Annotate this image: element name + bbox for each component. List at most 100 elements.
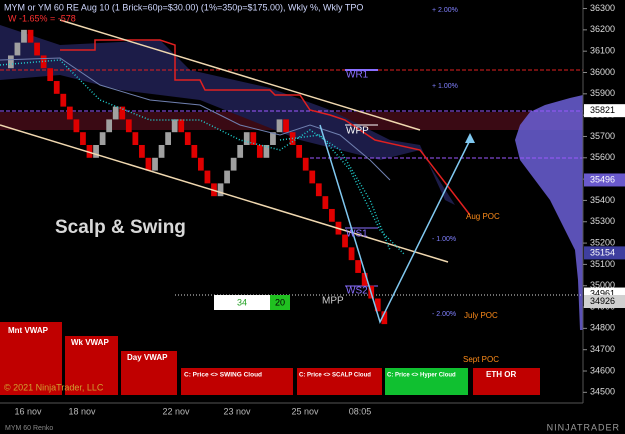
percent-label: + 2.00% bbox=[432, 7, 458, 14]
renko-brick bbox=[315, 183, 322, 197]
price-flag-label: 35154 bbox=[590, 247, 615, 257]
price-flag-label: 34926 bbox=[590, 296, 615, 306]
renko-brick bbox=[171, 119, 178, 133]
poc-label: July POC bbox=[464, 311, 498, 320]
button[interactable] bbox=[121, 351, 177, 395]
button[interactable] bbox=[473, 368, 540, 395]
button[interactable] bbox=[65, 336, 118, 395]
renko-brick bbox=[112, 106, 119, 120]
renko-brick bbox=[270, 132, 276, 145]
button[interactable] bbox=[0, 322, 62, 395]
renko-brick bbox=[342, 234, 348, 248]
renko-brick bbox=[14, 42, 21, 56]
arrow-head bbox=[465, 133, 475, 143]
moving-average bbox=[279, 134, 406, 256]
button[interactable] bbox=[385, 368, 468, 395]
price-tick-label: 36100 bbox=[590, 46, 615, 56]
renko-brick bbox=[125, 119, 132, 133]
projection-arrow bbox=[319, 124, 471, 325]
time-axis bbox=[0, 403, 583, 434]
price-flag-label: 35821 bbox=[590, 105, 615, 115]
level-label: WR1 bbox=[346, 70, 369, 81]
renko-brick bbox=[204, 170, 211, 184]
cloud-edge bbox=[60, 39, 471, 216]
renko-brick bbox=[198, 157, 204, 171]
renko-brick bbox=[27, 29, 34, 43]
renko-brick bbox=[119, 106, 126, 120]
renko-brick bbox=[73, 119, 80, 133]
price-tick-label: 36200 bbox=[590, 24, 615, 34]
renko-brick bbox=[230, 157, 237, 171]
price-flag bbox=[584, 295, 625, 309]
renko-brick bbox=[152, 157, 158, 171]
price-tick-label: 36000 bbox=[590, 67, 615, 77]
price-tick-label: 35400 bbox=[590, 195, 615, 205]
price-tick-label: 35200 bbox=[590, 237, 615, 247]
button-label[interactable]: Wk VWAP bbox=[71, 338, 109, 347]
button-label[interactable]: C: Price <> SCALP Cloud bbox=[299, 373, 371, 379]
renko-brick bbox=[296, 144, 303, 158]
renko-brick bbox=[86, 144, 93, 158]
instrument-tab[interactable]: MYM 60 Renko bbox=[5, 425, 53, 432]
button-label[interactable]: ETH OR bbox=[486, 370, 516, 379]
renko-brick bbox=[145, 157, 152, 171]
price-flag-label: 34961 bbox=[590, 288, 615, 298]
renko-brick bbox=[217, 183, 224, 197]
quantity-box[interactable] bbox=[214, 295, 270, 310]
time-label: 18 nov bbox=[68, 406, 96, 416]
poc-label: Aug POC bbox=[466, 212, 500, 221]
renko-brick bbox=[243, 132, 250, 145]
renko-brick bbox=[139, 144, 145, 158]
renko-brick bbox=[224, 170, 230, 184]
renko-brick bbox=[80, 132, 86, 145]
quantity[interactable]: 34 bbox=[237, 297, 247, 307]
button-label[interactable]: Mnt VWAP bbox=[8, 326, 49, 335]
count[interactable]: 20 bbox=[275, 297, 285, 307]
poc-label: Sept POC bbox=[463, 355, 499, 364]
price-flag bbox=[584, 246, 625, 260]
renko-brick bbox=[355, 260, 361, 273]
renko-brick bbox=[184, 132, 191, 145]
percent-label: - 1.00% bbox=[432, 236, 456, 243]
percent-label: - 2.00% bbox=[432, 311, 456, 318]
renko-brick bbox=[191, 144, 198, 158]
price-tick-label: 34600 bbox=[590, 365, 615, 375]
renko-brick bbox=[250, 132, 257, 145]
volume-profile bbox=[515, 95, 583, 330]
renko-brick bbox=[302, 157, 309, 171]
renko-brick bbox=[256, 144, 263, 158]
renko-brick bbox=[34, 42, 40, 56]
renko-brick bbox=[21, 29, 27, 43]
renko-brick bbox=[322, 196, 329, 209]
price-tick-label: 34800 bbox=[590, 323, 615, 333]
button[interactable] bbox=[297, 368, 382, 395]
logo: NINJATRADER bbox=[547, 422, 620, 432]
renko-brick bbox=[329, 208, 335, 222]
button-label[interactable]: Day VWAP bbox=[127, 353, 168, 362]
level-label: WS2 bbox=[346, 286, 368, 297]
count-box[interactable] bbox=[270, 295, 290, 310]
button-label[interactable]: C: Price <> Hyper Cloud bbox=[387, 373, 456, 379]
button[interactable] bbox=[181, 368, 293, 395]
price-tick-label: 35600 bbox=[590, 152, 615, 162]
button-label[interactable]: C: Price <> SWING Cloud bbox=[184, 372, 262, 379]
price-flag bbox=[584, 173, 625, 187]
renko-brick bbox=[165, 132, 171, 145]
price-tick-label: 35900 bbox=[590, 88, 615, 98]
renko-brick bbox=[132, 132, 139, 145]
level-label: WPP bbox=[346, 126, 369, 137]
renko-brick bbox=[309, 170, 316, 184]
renko-brick bbox=[348, 247, 355, 261]
price-tick-label: 34500 bbox=[590, 387, 615, 397]
renko-brick bbox=[361, 272, 368, 286]
price-tick-label: 35000 bbox=[590, 280, 615, 290]
price-tick-label: 35700 bbox=[590, 131, 615, 141]
order-box[interactable]: 34 20 bbox=[214, 295, 290, 310]
renko-brick bbox=[53, 81, 60, 94]
renko-brick bbox=[66, 106, 73, 120]
channel-line bbox=[0, 124, 449, 263]
chart-header: MYM or YM 60 RE Aug 10 (1 Brick=60p=$30.… bbox=[4, 2, 363, 12]
renko-brick bbox=[8, 55, 14, 69]
price-flag-label: 35496 bbox=[590, 174, 615, 184]
